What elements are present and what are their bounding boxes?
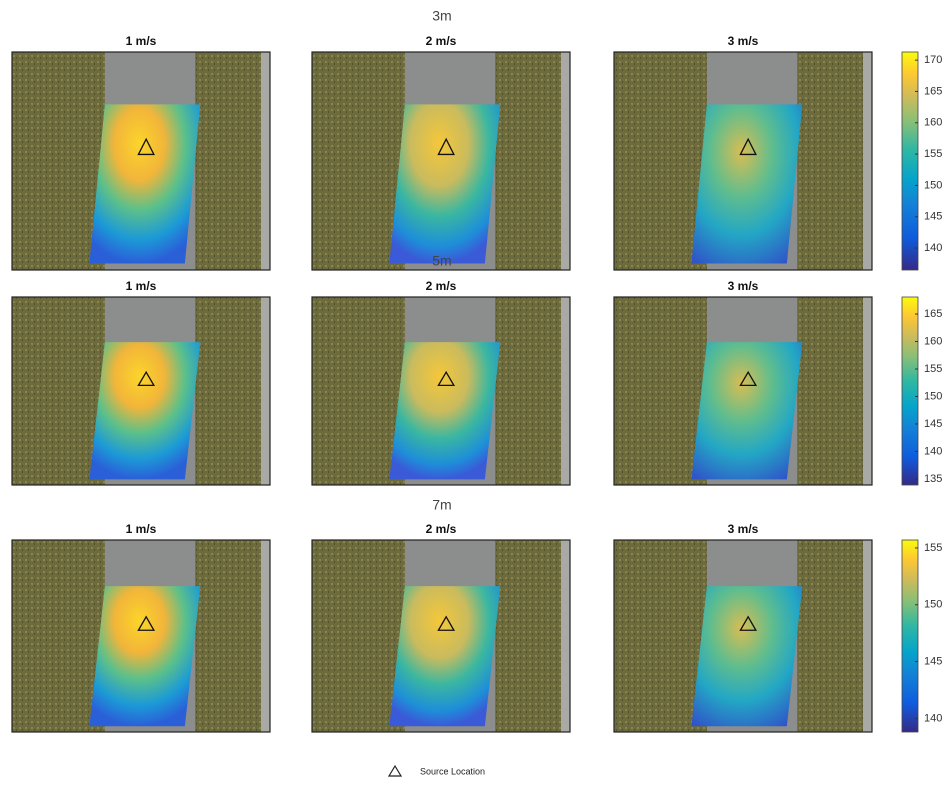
road-edge: [863, 52, 872, 270]
field-map: [691, 104, 802, 263]
field-map: [691, 342, 802, 479]
tick-label: 170: [924, 54, 942, 66]
tick-label: 140: [924, 712, 942, 724]
panel: 3 m/s: [614, 522, 872, 732]
tick-label: 135: [924, 473, 942, 485]
road-edge: [561, 540, 570, 732]
row-title: 3m: [432, 8, 451, 24]
road-edge: [261, 52, 270, 270]
tick-label: 140: [924, 242, 942, 254]
panel: 1 m/s: [12, 34, 270, 270]
field-map: [89, 342, 200, 479]
legend: Source Location: [389, 766, 485, 776]
panel-title: 2 m/s: [426, 34, 457, 48]
road-edge: [261, 540, 270, 732]
road-edge: [561, 297, 570, 485]
panel: 3 m/s: [614, 279, 872, 485]
field-map: [89, 104, 200, 263]
legend-label: Source Location: [420, 766, 485, 776]
tick-label: 150: [924, 390, 942, 402]
field-map: [389, 104, 500, 263]
row-title: 7m: [432, 497, 451, 513]
panel-title: 1 m/s: [126, 522, 157, 536]
tick-label: 145: [924, 655, 942, 667]
panel-title: 3 m/s: [728, 522, 759, 536]
tick-label: 160: [924, 117, 942, 129]
tick-label: 165: [924, 85, 942, 97]
road-edge: [261, 297, 270, 485]
panel: 2 m/s: [312, 522, 570, 732]
panel: 3 m/s: [614, 34, 872, 270]
field-map: [389, 586, 500, 726]
panel-title: 1 m/s: [126, 34, 157, 48]
row-title: 5m: [432, 253, 451, 269]
field-map: [89, 586, 200, 726]
tick-label: 160: [924, 335, 942, 347]
panel-title: 2 m/s: [426, 522, 457, 536]
panel-title: 3 m/s: [728, 34, 759, 48]
tick-label: 165: [924, 308, 942, 320]
tick-label: 150: [924, 599, 942, 611]
tick-label: 145: [924, 211, 942, 223]
panel-title: 1 m/s: [126, 279, 157, 293]
panel: 2 m/s: [312, 34, 570, 270]
field-map: [389, 342, 500, 479]
colorbar: [902, 297, 918, 485]
colorbar: [902, 52, 918, 270]
panel-title: 2 m/s: [426, 279, 457, 293]
panel-title: 3 m/s: [728, 279, 759, 293]
panel: 1 m/s: [12, 279, 270, 485]
tick-label: 150: [924, 179, 942, 191]
tick-label: 140: [924, 445, 942, 457]
road-edge: [561, 52, 570, 270]
tick-label: 155: [924, 148, 942, 160]
tick-label: 155: [924, 363, 942, 375]
tick-label: 145: [924, 418, 942, 430]
legend-marker: [389, 766, 401, 776]
tick-label: 155: [924, 542, 942, 554]
figure: Source Location 3m 1 m/s 2 m/s 3 m/s 140 145 1…: [0, 0, 942, 780]
road-edge: [863, 297, 872, 485]
colorbar: [902, 540, 918, 732]
field-map: [691, 586, 802, 726]
panel: 2 m/s: [312, 279, 570, 485]
panel: 1 m/s: [12, 522, 270, 732]
road-edge: [863, 540, 872, 732]
